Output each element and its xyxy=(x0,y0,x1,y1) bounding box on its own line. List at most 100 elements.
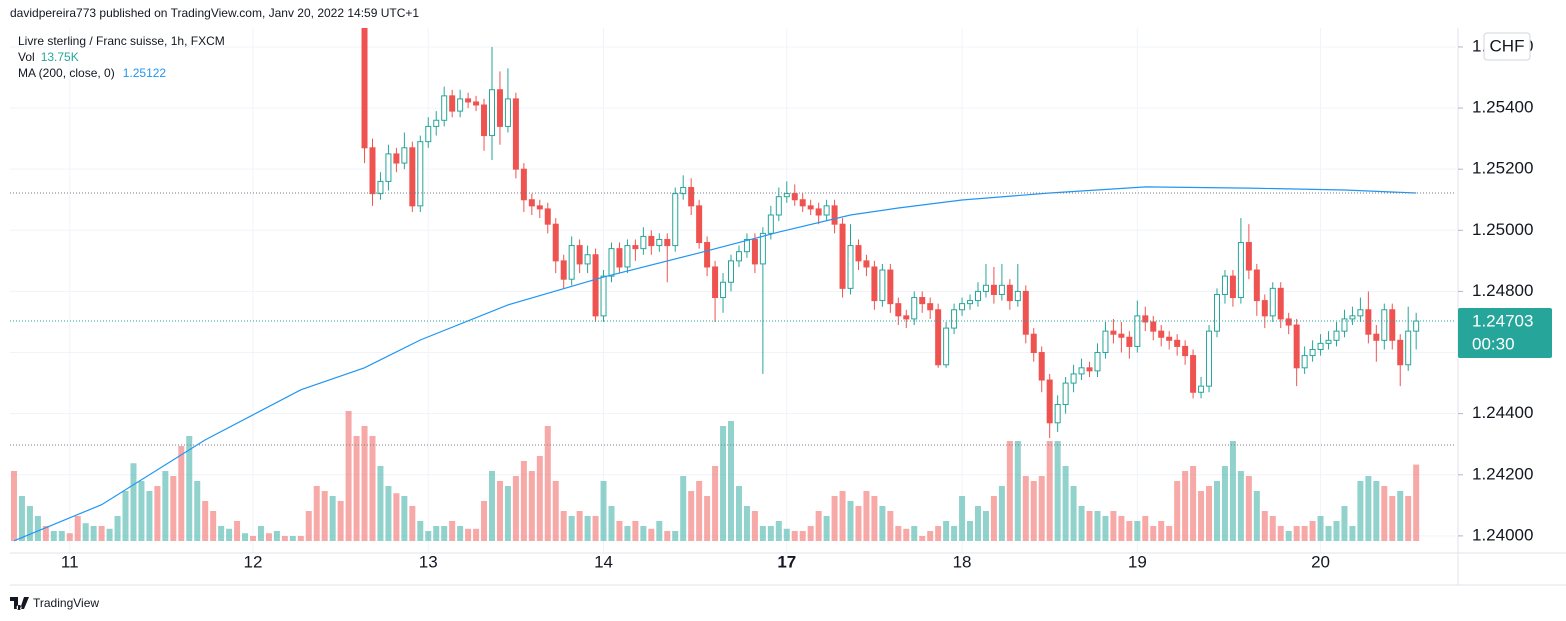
candle-body xyxy=(974,290,981,302)
candle-body xyxy=(895,303,902,317)
volume-bar xyxy=(18,496,25,541)
candle-body xyxy=(927,303,934,311)
volume-bar xyxy=(1405,496,1412,541)
candle-body xyxy=(664,238,671,247)
volume-bar xyxy=(1269,516,1276,541)
volume-bar xyxy=(1142,516,1149,541)
volume-bar xyxy=(767,526,774,541)
volume-bar xyxy=(226,528,233,541)
volume-bar xyxy=(281,536,288,541)
volume-bar xyxy=(1389,496,1396,541)
volume-bar xyxy=(1054,441,1061,541)
volume-bar xyxy=(1134,521,1141,541)
candle-body xyxy=(1022,290,1029,335)
volume-bar xyxy=(807,526,814,541)
volume-bar xyxy=(720,426,727,541)
candle-body xyxy=(1245,242,1252,271)
y-tick-label: 1.24000 xyxy=(1472,525,1533,544)
volume-bar xyxy=(1070,486,1077,541)
candle-body xyxy=(728,260,735,283)
volume-bar xyxy=(202,501,209,541)
candle-layer xyxy=(361,28,1420,439)
candle-body xyxy=(1349,315,1356,320)
candle-body xyxy=(1174,339,1181,347)
volume-bar xyxy=(265,533,272,541)
volume-bar xyxy=(927,531,934,541)
volume-bar xyxy=(967,521,974,541)
volume-bar xyxy=(600,481,607,541)
volume-bar xyxy=(234,521,241,541)
volume-name: Vol xyxy=(18,50,35,64)
volume-bar xyxy=(1301,526,1308,541)
volume-bar xyxy=(42,526,49,541)
candle-body xyxy=(528,199,535,207)
volume-bar xyxy=(457,526,464,541)
candle-body xyxy=(1158,330,1165,338)
candle-body xyxy=(775,196,782,216)
ma-name: MA (200, close, 0) xyxy=(18,66,115,80)
volume-bar xyxy=(1285,531,1292,541)
volume-bar xyxy=(337,501,344,541)
candle-body xyxy=(903,315,910,320)
candle-body xyxy=(815,208,822,216)
volume-bar xyxy=(560,511,567,541)
candle-body xyxy=(1118,333,1125,338)
volume-bar xyxy=(257,526,264,541)
candle-body xyxy=(465,98,472,103)
candle-body xyxy=(1134,315,1141,347)
candle-body xyxy=(1150,321,1157,332)
volume-bar xyxy=(321,491,328,541)
volume-bar xyxy=(1174,481,1181,541)
candle-body xyxy=(735,251,742,262)
volume-bar xyxy=(592,516,599,541)
volume-bar xyxy=(544,426,551,541)
candle-body xyxy=(544,208,551,225)
candle-body xyxy=(911,297,918,320)
volume-bar xyxy=(990,496,997,541)
candle-body xyxy=(688,187,695,207)
volume-bar xyxy=(855,506,862,541)
x-tick-label: 19 xyxy=(1128,552,1147,571)
candle-body xyxy=(1325,339,1332,344)
volume-bar xyxy=(1381,486,1388,541)
candle-body xyxy=(560,260,567,280)
volume-bar xyxy=(1198,491,1205,541)
volume-bar xyxy=(162,471,169,541)
volume-bar xyxy=(1086,511,1093,541)
candle-body xyxy=(1094,352,1101,372)
candle-body xyxy=(863,260,870,268)
volume-bar xyxy=(1397,491,1404,541)
volume-bar xyxy=(1150,526,1157,541)
candle-body xyxy=(568,245,575,280)
volume-bar xyxy=(393,493,400,541)
x-tick-label: 13 xyxy=(419,552,438,571)
candle-body xyxy=(1277,287,1284,320)
x-tick-label: 17 xyxy=(777,552,796,571)
volume-bar xyxy=(504,486,511,541)
volume-bar xyxy=(1309,521,1316,541)
candle-body xyxy=(1333,330,1340,341)
volume-bar xyxy=(1213,481,1220,541)
volume-layer xyxy=(10,411,1420,541)
volume-bar xyxy=(783,528,790,541)
volume-bar xyxy=(10,471,17,541)
volume-bar xyxy=(249,536,256,541)
volume-bar xyxy=(1221,466,1228,541)
volume-bar xyxy=(847,501,854,541)
candle-body xyxy=(1182,345,1189,357)
volume-bar xyxy=(1206,486,1213,541)
volume-bar xyxy=(712,466,719,541)
volume-bar xyxy=(576,511,583,541)
volume-bar xyxy=(1253,491,1260,541)
candle-body xyxy=(1142,315,1149,323)
candle-body xyxy=(417,141,424,207)
volume-bar xyxy=(831,496,838,541)
volume-bar xyxy=(1373,481,1380,541)
volume-bar xyxy=(377,466,384,541)
volume-bar xyxy=(839,491,846,541)
volume-bar xyxy=(735,486,742,541)
candle-body xyxy=(1373,333,1380,341)
volume-bar xyxy=(489,471,495,541)
volume-bar xyxy=(1182,471,1189,541)
volume-bar xyxy=(1190,466,1197,541)
